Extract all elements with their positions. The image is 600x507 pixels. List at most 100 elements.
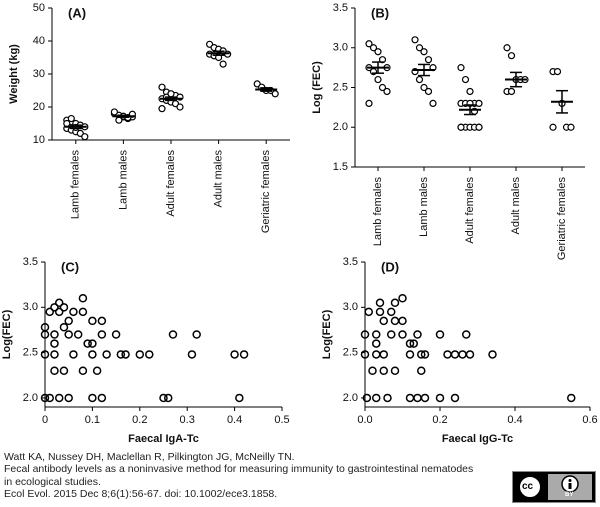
y-tick-label: 2.0 (333, 121, 348, 133)
data-point (83, 339, 92, 348)
data-point (116, 350, 126, 359)
data-point (50, 330, 59, 339)
data-point (429, 99, 437, 108)
data-point (64, 330, 73, 339)
data-point (69, 350, 78, 359)
y-tick-label: 40 (33, 35, 45, 47)
data-point (420, 350, 430, 359)
x-tick-label: Lamb males (117, 150, 129, 210)
data-point (390, 316, 400, 326)
citation-line: Fecal antibody levels as a noninvasive m… (4, 463, 474, 476)
data-point (435, 330, 445, 339)
citation: Watt KA, Nussey DH, Maclellan R, Pilking… (4, 451, 473, 501)
y-axis-label: Log(FEC) (1, 309, 13, 359)
data-point (405, 393, 415, 403)
data-point (69, 307, 78, 317)
data-point (176, 103, 184, 111)
data-point (88, 393, 97, 403)
data-point (379, 366, 388, 375)
data-point (50, 339, 59, 348)
data-point (135, 350, 145, 359)
data-point (78, 294, 88, 303)
data-point (40, 323, 50, 332)
citation-line: Watt KA, Nussey DH, Maclellan R, Pilking… (4, 451, 295, 463)
x-tick-label: 0.2 (432, 414, 447, 426)
data-point (88, 316, 97, 326)
data-point (567, 123, 575, 131)
y-tick-label: 20 (33, 101, 45, 113)
data-point (390, 366, 400, 375)
data-point (97, 330, 107, 339)
data-point (435, 393, 445, 403)
data-point (145, 350, 154, 359)
data-point (88, 339, 97, 348)
data-point (405, 350, 415, 359)
x-axis-label: Faecal IgA-Tc (128, 433, 199, 445)
data-point (420, 83, 428, 92)
data-point (458, 350, 467, 359)
x-tick-label: Lamb males (418, 177, 430, 237)
data-point (365, 99, 373, 108)
y-axis-label: Log (FEC) (311, 61, 323, 114)
data-point (415, 44, 424, 52)
data-point (409, 339, 418, 348)
data-point (50, 366, 59, 375)
panel-title: (D) (381, 259, 399, 274)
data-point (475, 99, 483, 108)
data-point (92, 366, 102, 375)
data-point (59, 366, 69, 375)
data-point (97, 393, 107, 403)
data-point (158, 83, 166, 91)
data-point (78, 366, 88, 375)
data-point (457, 123, 465, 131)
data-point (168, 330, 178, 339)
data-point (465, 350, 475, 359)
x-tick-label: 0.6 (582, 414, 597, 426)
x-tick-label: Geriatric females (556, 177, 568, 261)
data-point (372, 393, 381, 403)
data-point (420, 48, 428, 56)
data-point (78, 307, 88, 317)
data-point (375, 307, 385, 317)
data-point (50, 303, 59, 312)
data-point (475, 123, 483, 131)
x-axis-label: Faecal IgG-Tc (442, 433, 513, 445)
data-point (360, 330, 370, 339)
x-tick-label: 0 (42, 414, 48, 426)
data-point (503, 44, 511, 52)
x-tick-label: Geriatric females (260, 150, 272, 234)
data-point (387, 307, 396, 317)
badge-by: BY (565, 492, 574, 498)
data-point (413, 393, 422, 403)
data-point (383, 87, 391, 96)
data-point (461, 75, 470, 84)
data-point (192, 330, 201, 339)
data-point (567, 393, 576, 403)
data-point (45, 307, 54, 317)
data-point (387, 330, 396, 339)
y-tick-label: 30 (33, 68, 45, 80)
data-point (365, 40, 373, 48)
data-point (159, 393, 168, 403)
y-tick-label: 50 (33, 2, 45, 14)
data-point (457, 64, 465, 72)
badge-cc: cc (522, 481, 534, 492)
data-point (369, 44, 378, 52)
data-point (54, 298, 64, 308)
data-point (379, 350, 388, 359)
data-point (375, 298, 385, 308)
y-tick-label: 3.5 (343, 256, 358, 268)
y-tick-label: 2.5 (343, 347, 358, 359)
data-point (415, 75, 424, 84)
y-tick-label: 2.5 (333, 81, 348, 93)
data-point (54, 393, 64, 403)
data-point (443, 350, 452, 359)
data-point (187, 350, 197, 359)
y-axis-label: Log(FEC) (321, 309, 333, 359)
x-tick-label: Adult females (165, 150, 177, 217)
data-point (374, 48, 382, 56)
data-point (67, 114, 75, 123)
data-point (462, 330, 471, 339)
data-point (63, 119, 71, 128)
